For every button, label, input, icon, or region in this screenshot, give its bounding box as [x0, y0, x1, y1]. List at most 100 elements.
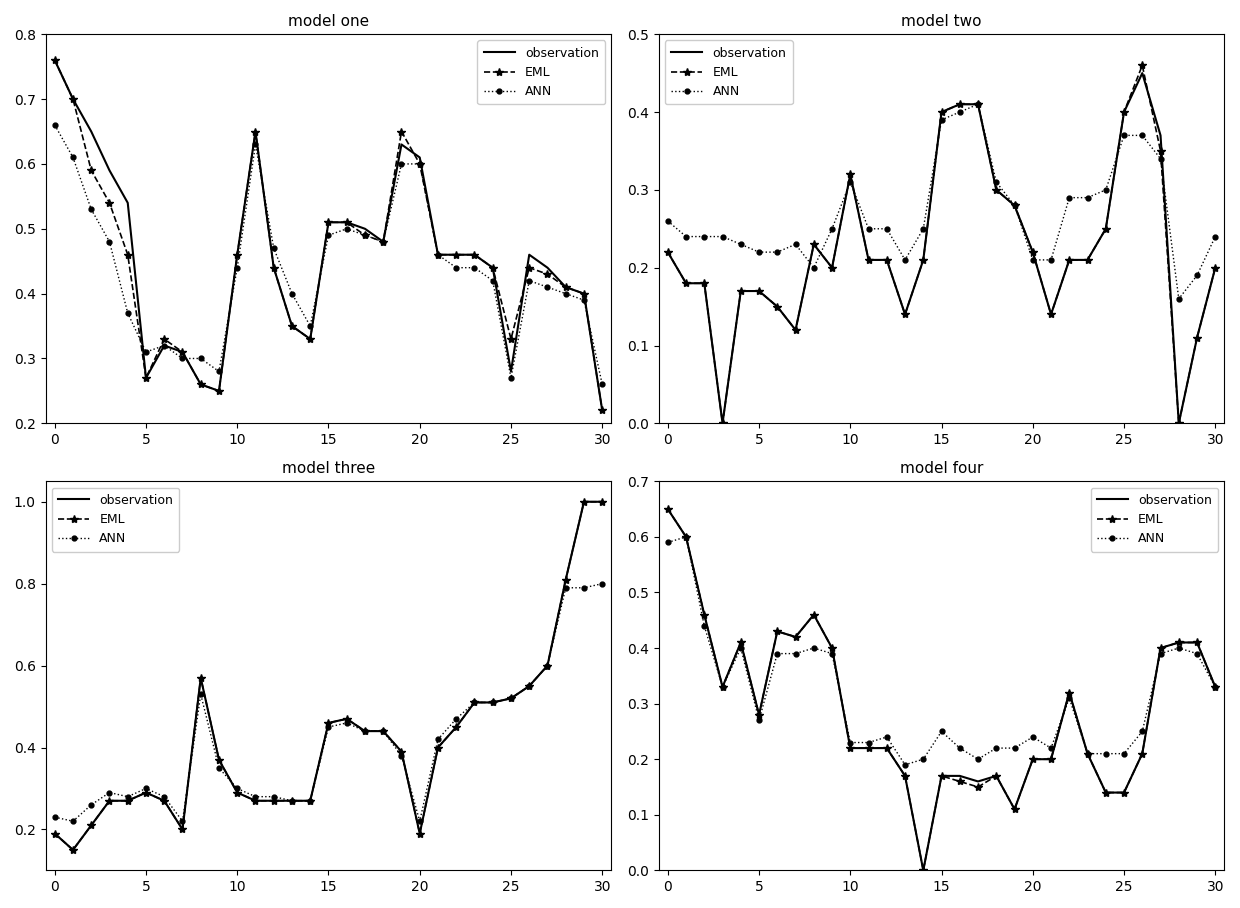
observation — [376, 725, 391, 736]
EML — [84, 165, 99, 176]
EML — [503, 693, 518, 704]
EML — [156, 333, 171, 344]
observation — [595, 405, 610, 416]
ANN — [751, 715, 766, 725]
observation — [1208, 262, 1223, 273]
ANN — [595, 379, 610, 390]
EML — [843, 743, 858, 754]
observation — [789, 631, 804, 642]
EML — [806, 609, 821, 620]
ANN — [412, 815, 427, 826]
ANN — [1208, 682, 1223, 693]
observation — [861, 254, 875, 265]
Line: EML: EML — [51, 498, 606, 854]
ANN — [861, 223, 875, 234]
EML — [1172, 637, 1187, 648]
observation — [733, 286, 748, 297]
observation — [156, 340, 171, 351]
observation — [522, 250, 537, 261]
observation — [284, 795, 299, 806]
EML — [303, 333, 317, 344]
EML — [971, 782, 986, 793]
EML — [577, 497, 591, 508]
observation — [84, 126, 99, 137]
EML — [84, 820, 99, 831]
observation — [806, 239, 821, 250]
ANN — [1099, 748, 1114, 759]
ANN — [1116, 748, 1131, 759]
observation — [229, 787, 244, 798]
ANN — [1061, 693, 1076, 704]
EML — [449, 722, 464, 733]
ANN — [321, 722, 336, 733]
EML — [47, 828, 62, 839]
ANN — [84, 204, 99, 215]
observation — [284, 321, 299, 331]
observation — [678, 278, 693, 289]
EML — [577, 288, 591, 299]
observation — [1099, 223, 1114, 234]
ANN — [193, 689, 208, 700]
ANN — [284, 795, 299, 806]
EML — [139, 372, 154, 383]
EML — [1099, 223, 1114, 234]
ANN — [376, 725, 391, 736]
observation — [212, 386, 227, 397]
EML — [898, 771, 913, 782]
EML — [212, 755, 227, 765]
ANN — [120, 308, 135, 319]
ANN — [843, 177, 858, 188]
ANN — [267, 242, 281, 253]
ANN — [1007, 743, 1022, 754]
observation — [1080, 748, 1095, 759]
ANN — [1172, 643, 1187, 654]
ANN — [394, 159, 409, 170]
ANN — [1116, 130, 1131, 141]
ANN — [229, 262, 244, 273]
observation — [988, 184, 1003, 195]
ANN — [193, 353, 208, 364]
observation — [1153, 130, 1168, 141]
ANN — [229, 783, 244, 794]
EML — [1116, 106, 1131, 117]
ANN — [175, 815, 190, 826]
ANN — [156, 791, 171, 802]
ANN — [971, 754, 986, 765]
observation — [485, 697, 500, 708]
Line: observation: observation — [55, 502, 603, 850]
observation — [139, 787, 154, 798]
ANN — [284, 288, 299, 299]
ANN — [916, 754, 931, 765]
ANN — [376, 236, 391, 247]
EML — [248, 795, 263, 806]
ANN — [879, 223, 894, 234]
EML — [1153, 145, 1168, 156]
ANN — [267, 791, 281, 802]
observation — [1099, 787, 1114, 798]
EML — [1208, 262, 1223, 273]
observation — [751, 709, 766, 720]
EML — [1080, 254, 1095, 265]
observation — [229, 250, 244, 261]
observation — [806, 609, 821, 620]
observation — [340, 714, 355, 725]
ANN — [715, 682, 730, 693]
observation — [1007, 804, 1022, 814]
observation — [898, 771, 913, 782]
ANN — [394, 750, 409, 761]
EML — [412, 159, 427, 170]
EML — [1116, 787, 1131, 798]
EML — [879, 254, 894, 265]
EML — [522, 681, 537, 692]
observation — [467, 697, 482, 708]
EML — [952, 99, 967, 110]
EML — [340, 217, 355, 228]
EML — [175, 824, 190, 834]
ANN — [952, 106, 967, 117]
observation — [66, 94, 81, 104]
EML — [66, 94, 81, 104]
ANN — [1153, 648, 1168, 659]
observation — [916, 254, 931, 265]
ANN — [558, 582, 573, 593]
EML — [229, 787, 244, 798]
